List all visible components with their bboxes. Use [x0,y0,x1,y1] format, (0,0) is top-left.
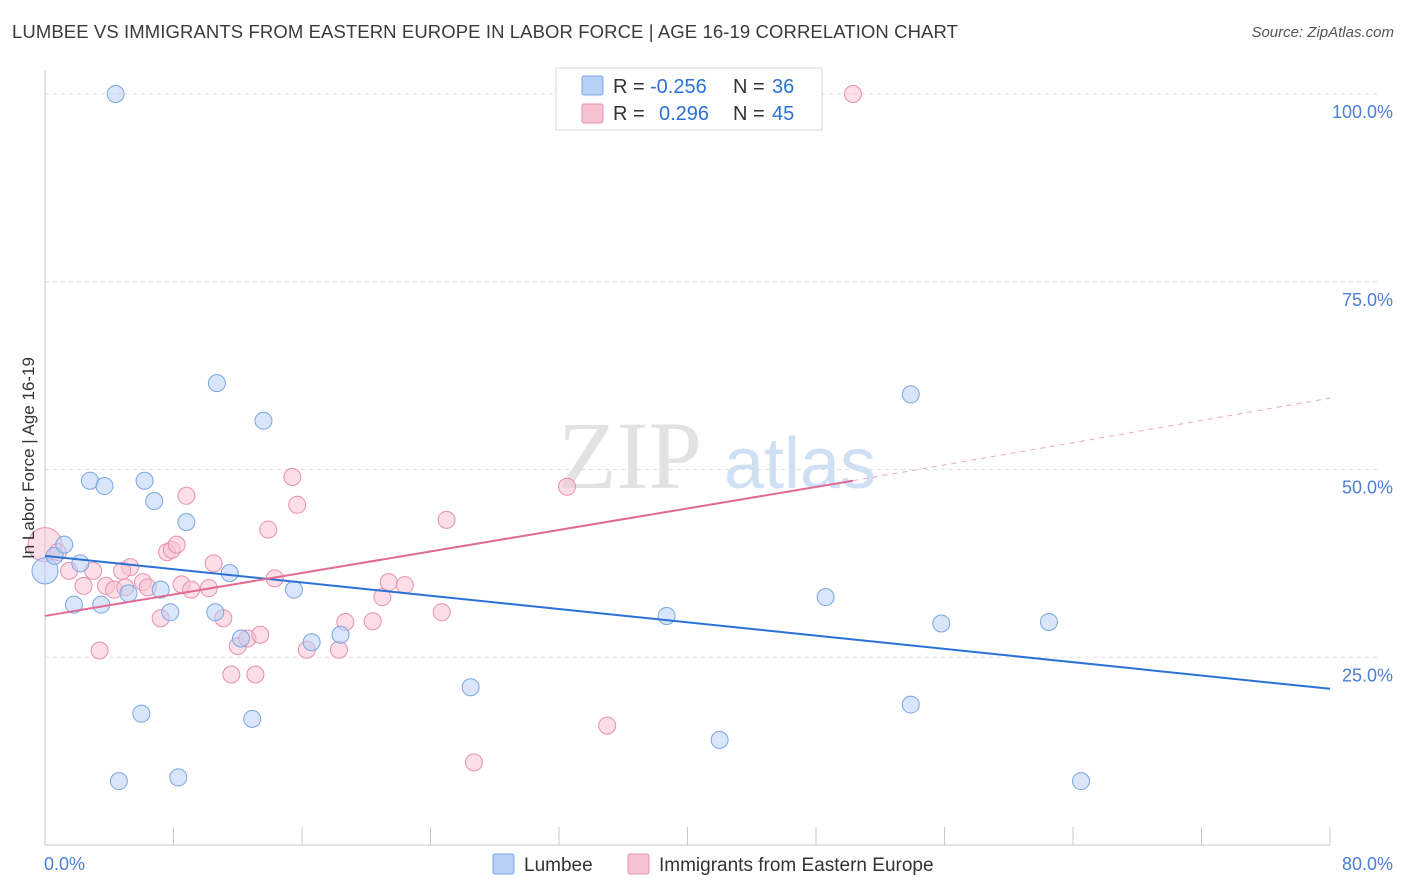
immigrants-point [113,561,132,580]
legend-n-value: 36 [772,76,794,98]
lumbee-point [109,772,128,791]
legend-swatch-lumbee [581,75,604,96]
bottom-legend: Lumbee Immigrants from Eastern Europe [492,853,934,876]
legend-box: R = -0.256 N = 36 R = 0.296 N = 45 [555,67,823,131]
lumbee-trend-line [44,554,1331,690]
lumbee-point [64,595,83,614]
y-tick-label: 100.0% [1332,102,1393,122]
lumbee-point [106,85,125,104]
immigrants-point [437,510,456,529]
lumbee-point [71,554,90,573]
immigrants-point [558,477,577,496]
trend-lines [44,397,1331,690]
immigrants-point [379,573,398,592]
immigrants-point [598,716,617,735]
lumbee-point [206,603,225,622]
lumbee-point [151,580,170,599]
immigrants-point [204,554,223,573]
legend-r-label: R = [613,76,645,98]
immigrants-point [464,753,483,772]
bottom-legend-lumbee: Lumbee [524,855,593,876]
immigrants-point [283,468,302,487]
immigrants-point [167,535,186,554]
lumbee-point [177,513,196,532]
lumbee-point [901,695,920,714]
lumbee-points [31,85,1091,791]
watermark: ZIP atlas [558,402,876,509]
immigrants-point [251,625,270,644]
lumbee-point [95,477,114,496]
legend-r-value: -0.256 [650,76,707,98]
immigrants-point [363,612,382,631]
x-tick-label: 80.0% [1342,854,1393,874]
tick-labels: 25.0% 50.0% 75.0% 100.0% 0.0% 80.0% [44,102,1393,874]
y-tick-label: 50.0% [1342,478,1393,498]
lumbee-point [231,629,250,648]
immigrants-trend-line [44,479,854,617]
lumbee-point [169,768,188,787]
lumbee-point [135,471,154,490]
lumbee-point [1039,612,1058,631]
lumbee-point [901,385,920,404]
legend-n-label: N = [733,103,765,125]
immigrants-point [259,520,278,539]
y-tick-label: 75.0% [1342,290,1393,310]
lumbee-point [1072,772,1091,791]
lumbee-point [932,614,951,633]
source-label: Source: ZipAtlas.com [1251,24,1394,41]
lumbee-point [207,374,226,393]
chart-title: LUMBEE VS IMMIGRANTS FROM EASTERN EUROPE… [12,21,959,42]
immigrants-point [288,495,307,514]
immigrants-point [90,641,109,660]
legend-r-value: 0.296 [659,103,709,125]
legend-n-value: 45 [772,103,794,125]
immigrants-point [373,588,392,607]
lumbee-point [331,625,350,644]
lumbee-point [254,411,273,430]
immigrants-point [74,576,93,595]
lumbee-point [657,606,676,625]
lumbee-point [284,580,303,599]
y-axis-label: In Labor Force | Age 16-19 [19,357,38,559]
bottom-legend-immigrants: Immigrants from Eastern Europe [659,855,934,876]
immigrants-point [329,640,348,659]
lumbee-point [302,633,321,652]
lumbee-point [243,709,262,728]
lumbee-point [119,584,138,603]
axes [44,70,1331,846]
immigrants-point [246,665,265,684]
x-tick-label: 0.0% [44,854,85,874]
lumbee-point [220,564,239,583]
lumbee-point [461,678,480,697]
legend-r-label: R = [613,103,645,125]
immigrants-point [843,85,862,104]
lumbee-point [145,492,164,511]
watermark-atlas: atlas [724,424,876,504]
immigrants-point [177,486,196,505]
legend-n-label: N = [733,76,765,98]
immigrants-trend-extension [852,397,1331,482]
bottom-legend-swatch-lumbee [492,853,515,875]
lumbee-point [710,730,729,749]
y-tick-label: 25.0% [1342,665,1393,685]
legend-swatch-immigrants [581,103,604,124]
lumbee-point [132,704,151,723]
immigrants-point [222,665,241,684]
immigrants-point [432,603,451,622]
bottom-legend-swatch-immigrants [627,853,650,875]
grid-lines [45,93,1380,658]
lumbee-point [31,557,59,585]
lumbee-point [816,588,835,607]
immigrants-points [27,85,862,772]
watermark-zip: ZIP [558,402,702,509]
immigrants-point [395,576,414,595]
lumbee-point [55,535,74,554]
lumbee-point [161,603,180,622]
